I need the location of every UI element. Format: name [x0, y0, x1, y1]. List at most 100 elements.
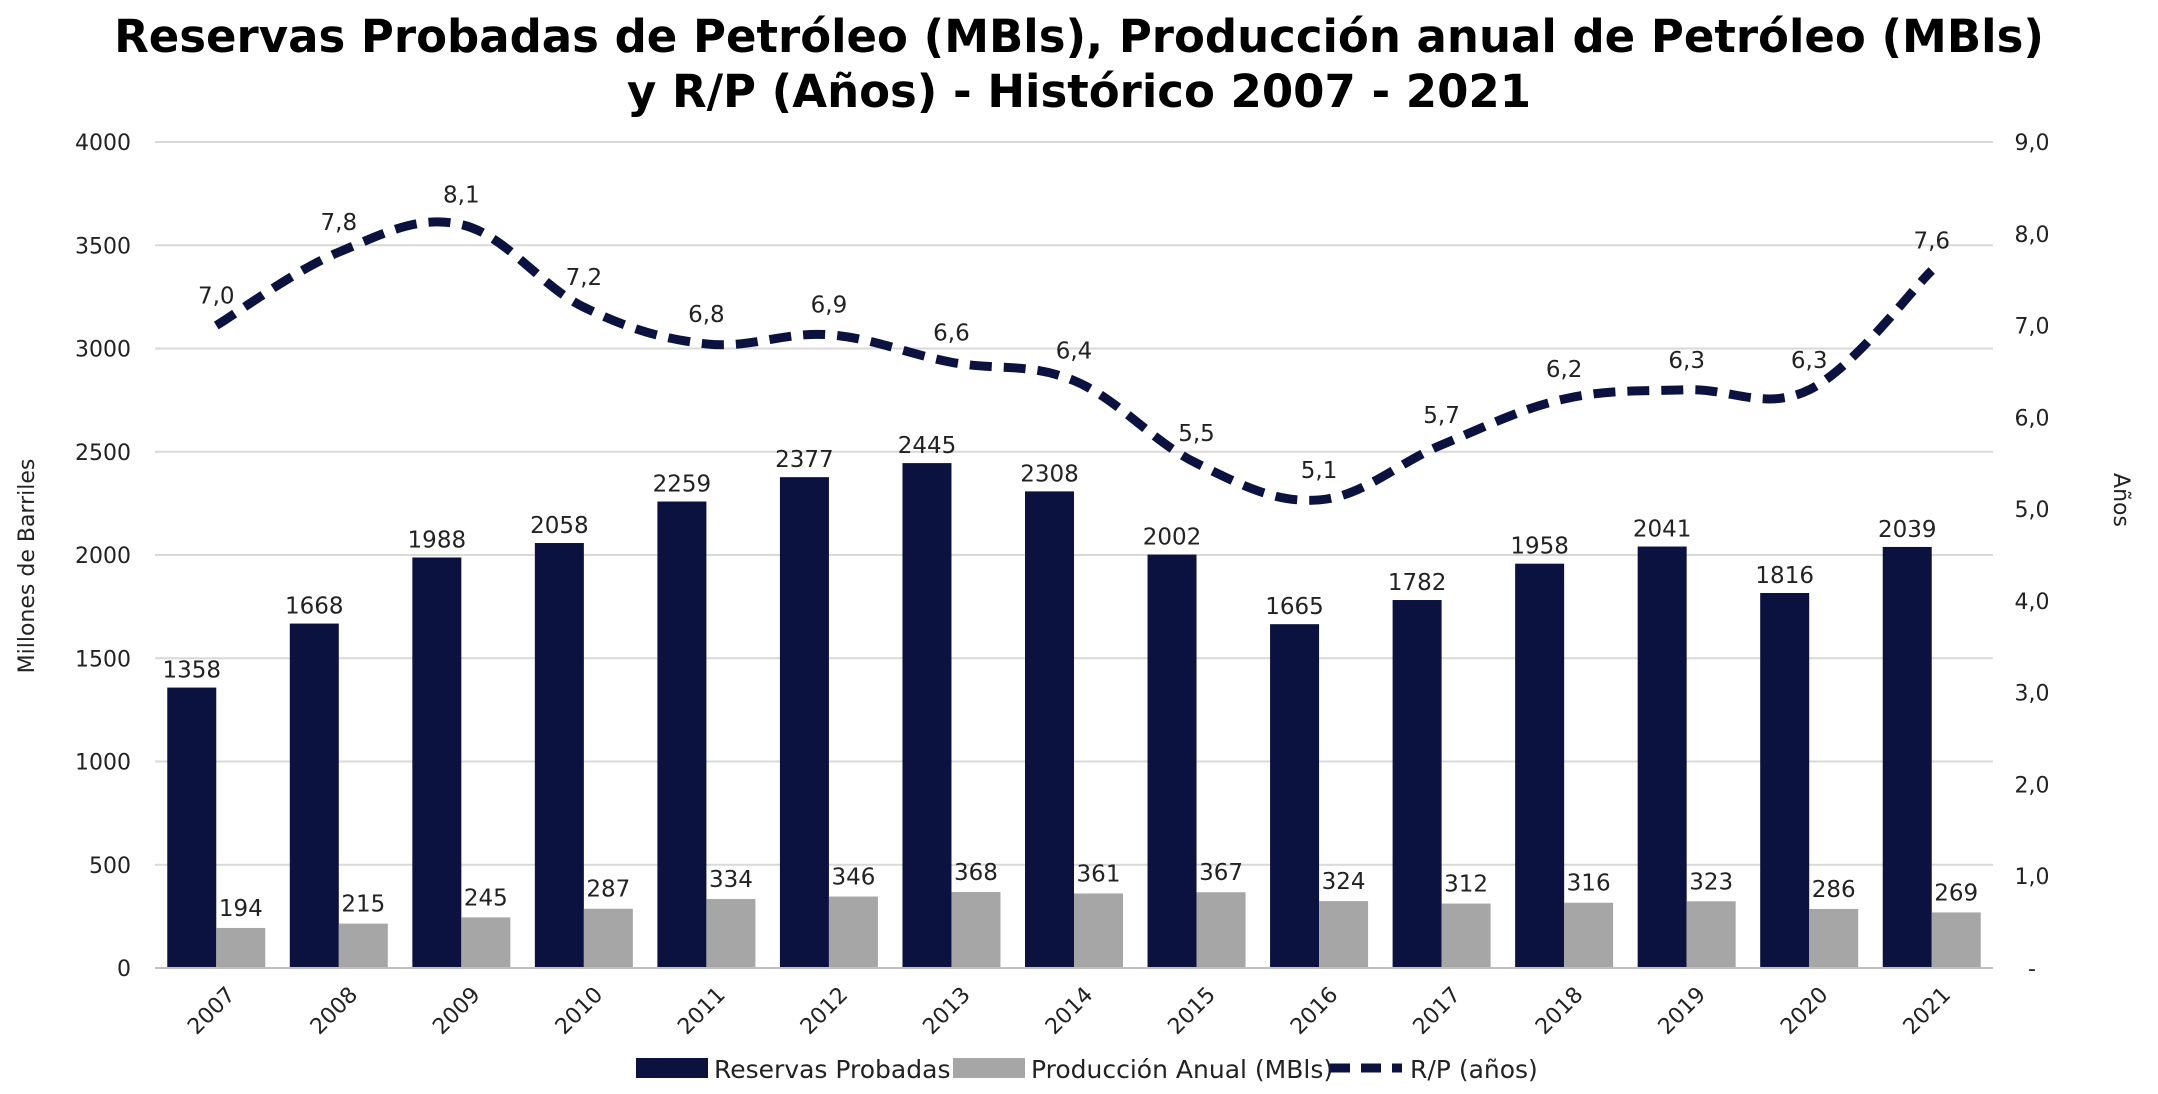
y-tick-label: 500	[89, 854, 131, 879]
y2-tick-label: 5,0	[2015, 498, 2050, 523]
data-labels: 1358 194 1668 215 1988 245 2058 287 2259 334 2377 3…	[162, 183, 1978, 922]
x-tick-label: 2009	[428, 983, 485, 1040]
y2-tick-label: 9,0	[2015, 131, 2050, 156]
y2-tick-label: 1,0	[2015, 865, 2050, 890]
chart-title-line-1: Reservas Probadas de Petróleo (MBls), Pr…	[114, 10, 2044, 63]
y-tick-label: 0	[117, 957, 131, 982]
bar-produccion-2010	[583, 908, 633, 968]
bar-produccion-2021	[1931, 912, 1981, 968]
data-label-rp-2017: 5,7	[1423, 403, 1460, 429]
bar-reservas-2013	[902, 463, 952, 968]
bar-reservas-2020	[1760, 592, 1810, 968]
data-label-produccion-2012: 346	[831, 865, 875, 891]
data-label-produccion-2017: 312	[1444, 872, 1488, 898]
bar-produccion-2008	[338, 923, 388, 968]
data-label-reservas-2007: 1358	[162, 658, 221, 684]
bar-reservas-2021	[1882, 546, 1932, 968]
data-label-rp-2010: 7,2	[566, 265, 603, 291]
rp-point-2019	[1686, 389, 1688, 391]
data-label-rp-2008: 7,8	[321, 210, 358, 236]
y-tick-label: 4000	[75, 131, 131, 156]
data-label-produccion-2009: 245	[464, 885, 508, 911]
x-tick-label: 2013	[918, 983, 975, 1040]
bar-produccion-2007	[216, 927, 266, 968]
data-label-reservas-2010: 2058	[530, 513, 589, 539]
x-tick-label: 2015	[1164, 983, 1221, 1040]
legend-swatch-reservas	[636, 1058, 708, 1078]
chart-title-line-2: y R/P (Años) - Histórico 2007 - 2021	[627, 65, 1531, 118]
x-tick-label: 2012	[796, 983, 853, 1040]
data-label-produccion-2015: 367	[1199, 860, 1243, 886]
rp-line-layer	[213, 217, 1935, 505]
data-label-produccion-2013: 368	[954, 860, 998, 886]
bar-reservas-2011	[657, 501, 707, 968]
y2-tick-label: 7,0	[2015, 315, 2050, 340]
data-label-rp-2020: 6,3	[1791, 348, 1828, 374]
legend-label-rp: R/P (años)	[1410, 1055, 1538, 1084]
bar-reservas-2015	[1147, 554, 1197, 968]
bar-reservas-2014	[1025, 491, 1074, 968]
y-tick-label: 2500	[75, 441, 131, 466]
bar-reservas-2010	[534, 543, 584, 968]
data-label-reservas-2014: 2308	[1020, 461, 1079, 487]
bar-reservas-2017	[1392, 600, 1442, 968]
data-label-rp-2009: 8,1	[443, 183, 480, 209]
y2-tick-label: 8,0	[2015, 223, 2050, 248]
x-tick-label: 2014	[1041, 983, 1098, 1040]
data-label-reservas-2020: 1816	[1755, 563, 1814, 589]
data-label-reservas-2019: 2041	[1633, 517, 1692, 543]
data-label-produccion-2007: 194	[219, 896, 263, 922]
rp-line	[213, 217, 1935, 505]
data-label-reservas-2013: 2445	[898, 433, 957, 459]
bar-produccion-2018	[1564, 902, 1614, 968]
bar-produccion-2013	[951, 892, 1001, 968]
data-label-produccion-2020: 286	[1812, 877, 1856, 903]
legend-label-reservas: Reservas Probadas	[714, 1055, 950, 1084]
legend-swatch-produccion	[953, 1058, 1025, 1078]
data-label-rp-2021: 7,6	[1913, 228, 1950, 254]
data-label-rp-2016: 5,1	[1301, 458, 1338, 484]
x-tick-label: 2020	[1776, 983, 1833, 1040]
bar-produccion-2012	[828, 896, 878, 968]
data-label-produccion-2018: 316	[1567, 871, 1611, 897]
data-label-reservas-2021: 2039	[1878, 517, 1937, 543]
y2-tick-label: 3,0	[2015, 682, 2050, 707]
data-label-reservas-2018: 1958	[1510, 534, 1569, 560]
x-tick-label: 2018	[1531, 983, 1588, 1040]
y-tick-label: 2000	[75, 544, 131, 569]
data-label-rp-2015: 5,5	[1178, 421, 1215, 447]
data-label-produccion-2008: 215	[341, 892, 385, 918]
bar-produccion-2015	[1196, 892, 1246, 968]
legend: Reservas Probadas Producción Anual (MBls…	[636, 1055, 1538, 1084]
data-label-reservas-2008: 1668	[285, 594, 344, 620]
x-tick-label: 2010	[551, 983, 608, 1040]
rp-point-2009	[460, 224, 462, 226]
data-label-produccion-2021: 269	[1934, 880, 1978, 906]
data-label-reservas-2015: 2002	[1143, 525, 1202, 551]
data-label-produccion-2019: 323	[1689, 869, 1733, 895]
bar-produccion-2016	[1319, 901, 1369, 968]
legend-label-produccion: Producción Anual (MBls)	[1031, 1055, 1333, 1084]
x-tick-label: 2011	[673, 983, 730, 1040]
y2-tick-label: -	[2028, 957, 2036, 982]
data-label-rp-2014: 6,4	[1056, 339, 1093, 365]
data-label-reservas-2012: 2377	[775, 447, 834, 473]
y2-tick-label: 4,0	[2015, 590, 2050, 615]
bar-reservas-2008	[289, 623, 339, 968]
bar-reservas-2012	[779, 477, 829, 968]
data-label-produccion-2010: 287	[586, 877, 630, 903]
bar-reservas-2007	[167, 687, 217, 968]
bar-produccion-2011	[706, 899, 756, 968]
data-label-reservas-2016: 1665	[1265, 594, 1324, 620]
y-tick-label: 3000	[75, 338, 131, 363]
bars	[167, 463, 1981, 968]
y-tick-label: 3500	[75, 234, 131, 259]
bar-produccion-2019	[1686, 901, 1736, 968]
data-label-rp-2019: 6,3	[1668, 348, 1705, 374]
data-label-produccion-2014: 361	[1077, 861, 1121, 887]
y-tick-label: 1500	[75, 647, 131, 672]
x-tick-label: 2008	[306, 983, 363, 1040]
x-tick-label: 2017	[1409, 983, 1466, 1040]
bar-produccion-2014	[1074, 893, 1123, 968]
